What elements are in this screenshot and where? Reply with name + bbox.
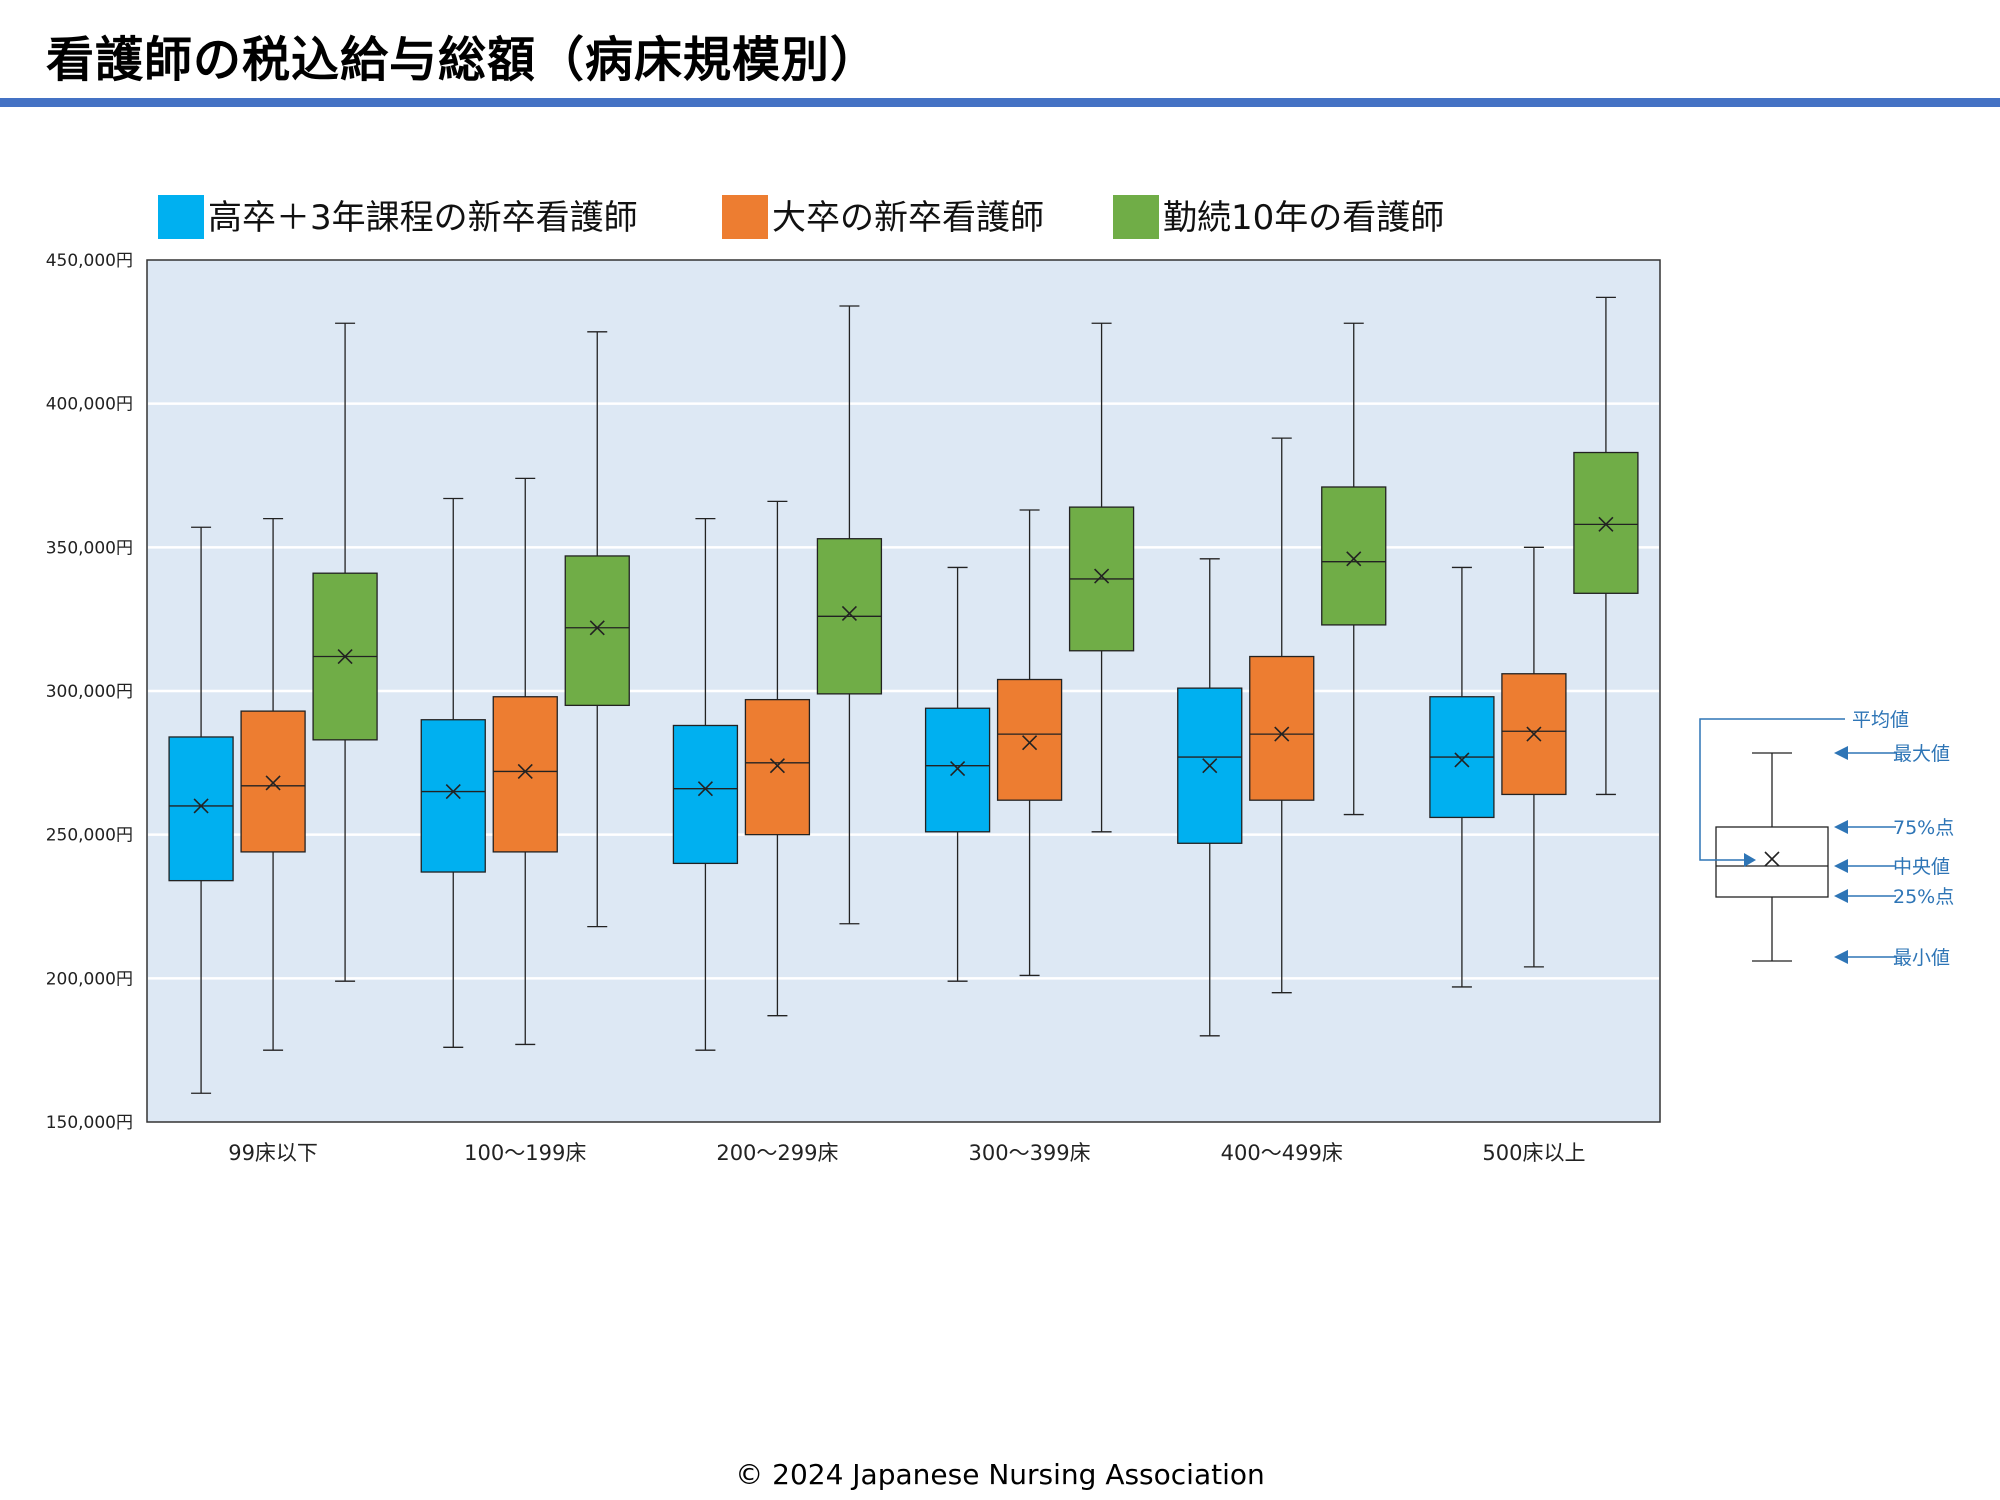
box xyxy=(1249,655,1315,801)
explain-mean-arrowhead xyxy=(1744,853,1756,867)
mean-marker xyxy=(1274,726,1290,742)
mean-marker xyxy=(1094,568,1110,584)
title-rule xyxy=(0,98,2000,107)
x-tick-label: 200～299床 xyxy=(716,1141,838,1165)
mean-marker xyxy=(1598,516,1614,532)
legend-swatch xyxy=(722,195,768,239)
mean-marker xyxy=(841,605,857,621)
box xyxy=(492,696,558,853)
mean-marker xyxy=(769,758,785,774)
box xyxy=(996,678,1063,801)
box xyxy=(1321,486,1387,626)
legend-label: 高卒＋3年課程の新卒看護師 xyxy=(208,198,638,238)
explain-label-mean: 平均値 xyxy=(1852,709,1909,731)
mean-marker xyxy=(265,775,281,791)
legend-swatch xyxy=(1113,195,1159,239)
mean-marker xyxy=(337,648,353,665)
mean-marker xyxy=(517,763,533,780)
explain-arrowhead-q1 xyxy=(1834,889,1848,903)
explain-label-median: 中央値 xyxy=(1893,856,1950,878)
y-tick-label: 400,000円 xyxy=(46,395,133,415)
explain-mean-connector xyxy=(1699,718,1845,861)
box xyxy=(672,724,739,865)
mean-marker xyxy=(193,798,209,814)
box xyxy=(564,555,630,707)
legend-label: 大卒の新卒看護師 xyxy=(772,198,1044,238)
x-tick-label: 400～499床 xyxy=(1221,1141,1343,1165)
mean-marker xyxy=(1202,758,1218,774)
explain-label-min: 最小値 xyxy=(1893,947,1950,969)
mean-marker xyxy=(1526,726,1542,742)
mean-marker xyxy=(589,620,605,636)
x-tick-label: 500床以上 xyxy=(1482,1141,1585,1165)
explain-box xyxy=(1715,826,1829,898)
box xyxy=(420,719,486,873)
mean-marker xyxy=(1346,551,1362,567)
explain-label-q1: 25%点 xyxy=(1893,886,1954,908)
boxplot-chart: 150,000円 200,000円 250,000円 300,000円 350,000円… xyxy=(46,195,1954,1165)
explain-arrowhead-median xyxy=(1834,859,1848,873)
box xyxy=(1573,451,1639,594)
mean-marker xyxy=(697,781,713,797)
explain-arrowhead-min xyxy=(1834,950,1848,964)
explain-label-q3: 75%点 xyxy=(1893,817,1954,839)
page-title: 看護師の税込給与総額（病床規模別） xyxy=(46,32,880,88)
y-tick-label: 250,000円 xyxy=(46,826,133,846)
explain-arrowhead-q3 xyxy=(1834,820,1848,834)
legend-label: 勤続10年の看護師 xyxy=(1163,198,1444,238)
copyright-footer: © 2024 Japanese Nursing Association xyxy=(735,1458,1265,1491)
box xyxy=(924,707,991,833)
y-tick-label: 300,000円 xyxy=(46,682,133,702)
x-tick-label: 100～199床 xyxy=(464,1141,586,1165)
mean-marker xyxy=(1022,735,1038,751)
box xyxy=(168,736,234,882)
explain-arrowhead-max xyxy=(1834,746,1848,760)
mean-marker xyxy=(445,784,461,800)
box xyxy=(744,698,811,836)
explain-mean-marker xyxy=(1764,851,1780,867)
legend-swatch xyxy=(158,195,204,239)
x-tick-label: 99床以下 xyxy=(228,1141,318,1165)
explain-label-max: 最大値 xyxy=(1893,743,1950,765)
mean-marker xyxy=(1454,752,1470,768)
y-tick-label: 150,000円 xyxy=(46,1113,133,1133)
y-tick-label: 350,000円 xyxy=(46,538,133,558)
y-tick-label: 450,000円 xyxy=(46,251,133,271)
y-tick-label: 200,000円 xyxy=(46,969,133,989)
box xyxy=(240,710,306,853)
x-tick-label: 300～399床 xyxy=(968,1141,1090,1165)
mean-marker xyxy=(950,761,966,777)
